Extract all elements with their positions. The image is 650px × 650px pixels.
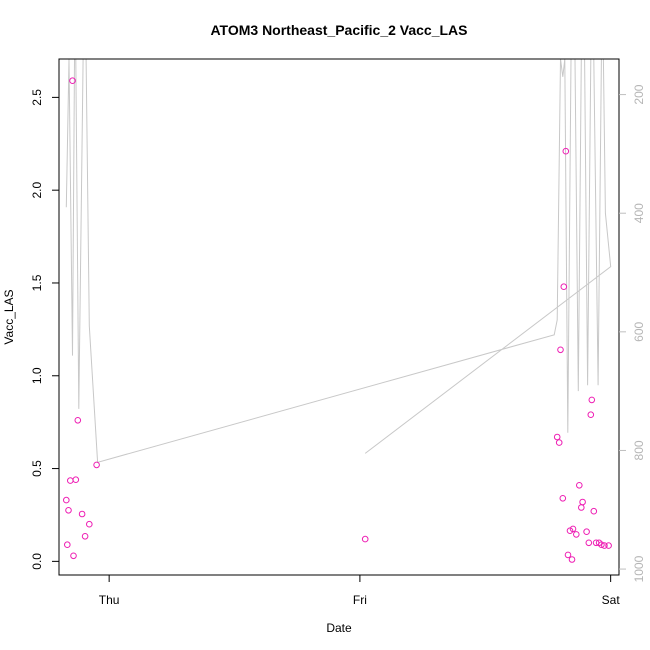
y-axis-label: Vacc_LAS [2,289,16,344]
x-tick-label: Fri [353,593,367,607]
data-point-31 [590,507,598,515]
data-point-17 [560,283,568,291]
data-point-35 [601,542,608,549]
data-point-6 [72,476,80,484]
data-point-13 [553,433,561,441]
data-point-8 [78,510,86,518]
data-point-10 [86,520,93,528]
data-point-34 [598,541,605,549]
data-point-12 [361,535,369,543]
data-point-4 [69,77,76,84]
data-point-23 [573,531,580,538]
chart-title: ATOM3 Northeast_Pacific_2 Vacc_LAS [210,22,467,38]
data-point-9 [81,533,89,540]
y-tick-label: 1.5 [30,274,44,291]
y-tick-label: 2.5 [30,89,44,106]
data-point-1 [64,541,71,549]
secondary-tick-label: 800 [632,440,646,460]
data-point-19 [564,551,572,559]
axes-layer [58,58,620,576]
data-point-26 [579,498,586,506]
secondary-tick-label: 400 [632,203,646,223]
data-point-24 [576,482,583,489]
secondary-tick-label: 600 [632,321,646,341]
series-line-0 [65,58,612,463]
data-point-29 [587,411,595,419]
points-layer [63,77,612,563]
plot-frame [58,58,620,576]
data-point-2 [65,507,72,514]
data-point-0 [63,496,70,504]
y-tick-label: 0.0 [30,553,44,570]
data-point-7 [74,417,82,424]
data-point-5 [70,552,77,560]
data-point-11 [93,461,100,469]
data-point-22 [569,525,577,533]
data-point-16 [559,495,567,502]
y-tick-label: 1.0 [30,367,44,384]
data-point-14 [555,439,563,446]
x-tick-label: Thu [99,593,120,607]
secondary-tick-label: 1000 [632,555,646,582]
data-point-28 [585,539,593,547]
data-point-30 [588,396,596,404]
data-point-18 [562,147,570,155]
data-point-36 [605,542,612,549]
x-axis-label: Date [326,621,352,635]
y-tick-label: 0.5 [30,460,44,477]
data-point-3 [67,477,74,484]
data-point-27 [583,528,590,536]
data-point-15 [557,346,564,354]
ticks-layer: Thu Fri Sat 0.0 0.5 1.0 1.5 2.0 2.5 200 400 600 800 1… [30,84,646,607]
secondary-tick-label: 200 [632,84,646,104]
data-point-25 [578,504,585,511]
data-point-21 [568,556,576,563]
secondary-line-layer [65,58,612,463]
y-tick-label: 2.0 [30,182,44,199]
x-tick-label: Sat [602,593,621,607]
